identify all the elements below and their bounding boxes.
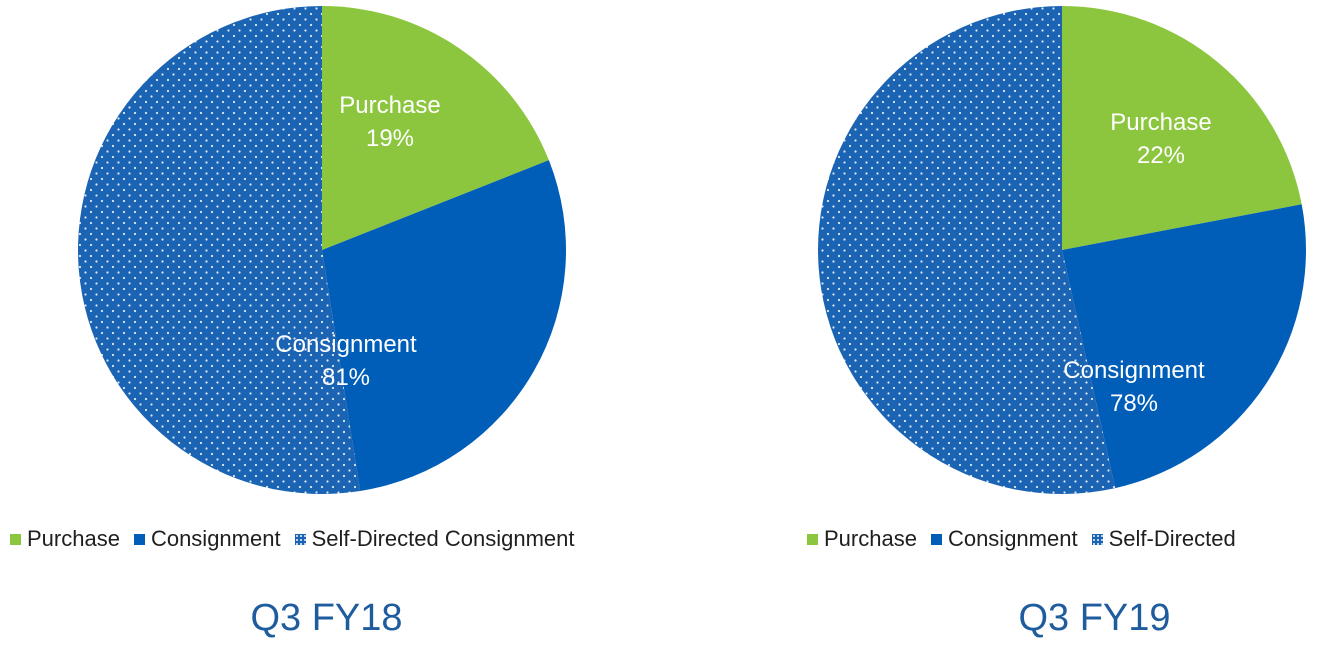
chart-panel-q3-fy18: Purchase 19% Consignment 81% Purchase Consig…	[10, 6, 589, 639]
legend-q3-fy19: Purchase Consignment Self-Directed	[807, 526, 1250, 552]
legend-swatch-purchase	[807, 533, 818, 545]
data-label-consignment-percent: 78%	[1110, 390, 1158, 417]
data-label-consignment-percent: 81%	[322, 364, 370, 391]
pie-slice-self-directed-consignment	[77, 6, 361, 495]
data-label-consignment: Consignment	[275, 331, 417, 358]
legend-item-consignment: Consignment	[133, 526, 281, 552]
pie-slice-consignment	[1062, 204, 1306, 489]
data-label-purchase: Purchase	[339, 92, 440, 119]
pie-chart-q3-fy19: Purchase 22% Consignment 78%	[817, 6, 1306, 494]
data-label-purchase-percent: 22%	[1137, 142, 1185, 169]
legend-label: Consignment	[150, 526, 281, 551]
legend-label: Self-Directed Consignment	[311, 526, 575, 551]
legend-q3-fy18: Purchase Consignment Self-Directed Consign…	[10, 526, 589, 552]
legend-item-purchase: Purchase	[10, 526, 120, 552]
legend-item-self-directed: Self-Directed	[1091, 526, 1236, 552]
legend-swatch-purchase	[10, 533, 21, 545]
chart-caption-q3-fy18: Q3 FY18	[250, 597, 403, 639]
data-label-purchase-percent: 19%	[366, 125, 414, 152]
legend-item-consignment: Consignment	[930, 526, 1078, 552]
legend-label: Self-Directed	[1108, 526, 1236, 551]
legend-swatch-consignment	[133, 533, 145, 545]
legend-item-purchase: Purchase	[807, 526, 917, 552]
legend-label: Consignment	[947, 526, 1078, 551]
chart-panel-q3-fy19: Purchase 22% Consignment 78% Purchase Consig…	[671, 0, 1342, 648]
legend-swatch-self-directed	[1091, 533, 1103, 545]
legend-label: Purchase	[27, 526, 120, 551]
legend-swatch-self-directed-consignment	[294, 533, 306, 545]
pie-slice-purchase	[1062, 6, 1302, 250]
data-label-consignment: Consignment	[1063, 357, 1205, 384]
legend-label: Purchase	[824, 526, 917, 551]
chart-caption-q3-fy19: Q3 FY19	[1018, 597, 1171, 639]
legend-item-self-directed-consignment: Self-Directed Consignment	[294, 526, 575, 552]
pie-slice-self-directed	[817, 6, 1116, 494]
pie-slice-consignment	[322, 160, 566, 491]
pie-chart-q3-fy18: Purchase 19% Consignment 81%	[77, 6, 566, 495]
legend-swatch-consignment	[930, 533, 942, 545]
data-label-purchase: Purchase	[1110, 109, 1211, 136]
pie-slice-purchase	[322, 6, 549, 250]
